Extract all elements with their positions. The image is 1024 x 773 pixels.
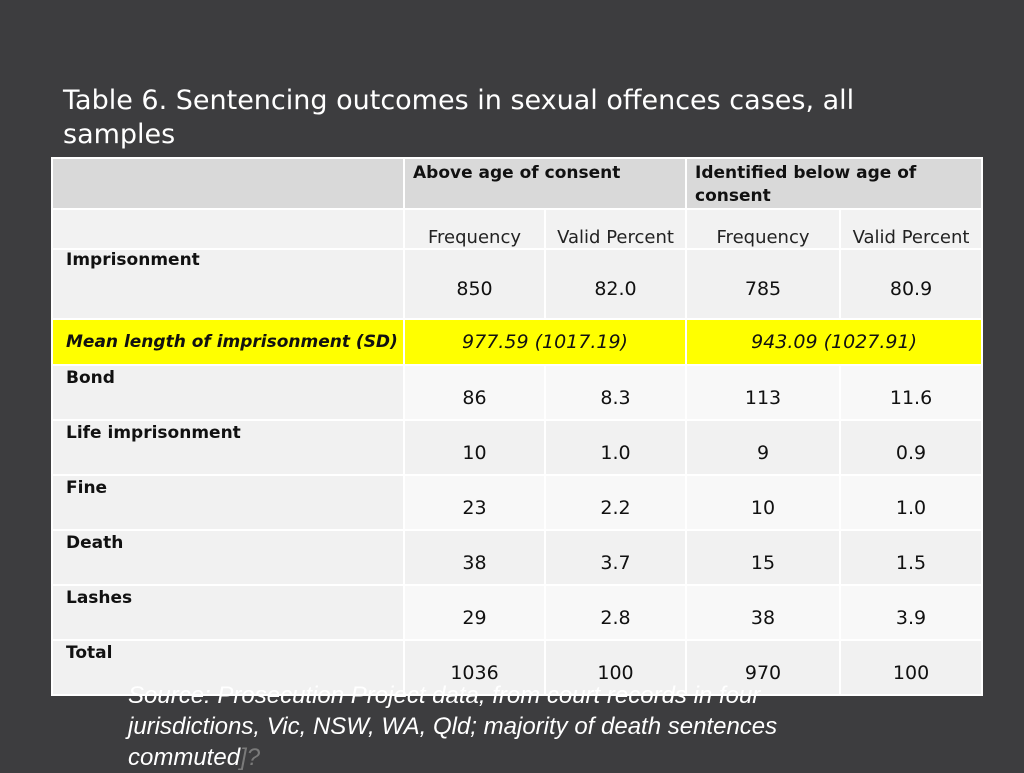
row-label: Total: [51, 639, 405, 696]
row-label: Life imprisonment: [51, 419, 405, 476]
header-corner-cell: [51, 157, 405, 210]
table-row-life-imprisonment: Life imprisonment 10 1.0 9 0.9: [51, 419, 984, 476]
column-header-frequency-above: Frequency: [403, 208, 546, 250]
column-header-percent-below: Valid Percent: [839, 208, 984, 250]
cell-mean-below: 943.09 (1027.91): [685, 318, 984, 366]
cell-percent-above: 8.3: [543, 364, 688, 421]
group-header-above: Above age of consent: [402, 157, 688, 210]
cell-frequency-above: 38: [403, 529, 546, 586]
cell-frequency-above: 10: [403, 419, 546, 476]
source-text: Source: Prosecution Project data, from c…: [128, 682, 778, 771]
table-row-mean-length: Mean length of imprisonment (SD) 977.59 …: [51, 318, 984, 366]
column-header-frequency-below: Frequency: [685, 208, 842, 250]
cell-percent-above: 2.8: [543, 584, 688, 641]
cell-frequency-above: 1036: [403, 639, 546, 696]
cell-mean-above: 977.59 (1017.19): [402, 318, 688, 366]
row-label: Fine: [51, 474, 405, 531]
table-row-total: Total 1036 100 970 100: [51, 639, 984, 696]
group-header-row: Above age of consent Identified below ag…: [51, 157, 984, 210]
source-suffix: ]?: [240, 744, 261, 771]
row-label: Mean length of imprisonment (SD): [51, 318, 405, 366]
cell-percent-below: 1.5: [839, 529, 984, 586]
slide-title: Table 6. Sentencing outcomes in sexual o…: [63, 85, 855, 150]
cell-frequency-above: 29: [403, 584, 546, 641]
cell-frequency-below: 113: [685, 364, 842, 421]
row-label: Death: [51, 529, 405, 586]
cell-percent-above: 82.0: [543, 248, 688, 320]
cell-frequency-above: 850: [403, 248, 546, 320]
source-note: Source: Prosecution Project data, from c…: [128, 680, 888, 773]
cell-frequency-below: 785: [685, 248, 842, 320]
row-label: Lashes: [51, 584, 405, 641]
cell-percent-above: 2.2: [543, 474, 688, 531]
cell-frequency-above: 86: [403, 364, 546, 421]
cell-percent-below: 80.9: [839, 248, 984, 320]
cell-frequency-above: 23: [403, 474, 546, 531]
cell-percent-below: 100: [839, 639, 984, 696]
cell-percent-below: 1.0: [839, 474, 984, 531]
column-header-corner: [51, 208, 405, 250]
cell-frequency-below: 9: [685, 419, 842, 476]
row-label: Imprisonment: [51, 248, 405, 320]
table-row-imprisonment: Imprisonment 850 82.0 785 80.9: [51, 248, 984, 320]
column-header-percent-above: Valid Percent: [543, 208, 688, 250]
sentencing-table: Above age of consent Identified below ag…: [51, 157, 984, 696]
cell-frequency-below: 15: [685, 529, 842, 586]
cell-percent-above: 100: [543, 639, 688, 696]
table-row-death: Death 38 3.7 15 1.5: [51, 529, 984, 586]
table-row-bond: Bond 86 8.3 113 11.6: [51, 364, 984, 421]
cell-frequency-below: 38: [685, 584, 842, 641]
row-label: Bond: [51, 364, 405, 421]
cell-percent-below: 3.9: [839, 584, 984, 641]
cell-percent-above: 3.7: [543, 529, 688, 586]
cell-frequency-below: 970: [685, 639, 842, 696]
table-row-lashes: Lashes 29 2.8 38 3.9: [51, 584, 984, 641]
cell-percent-below: 0.9: [839, 419, 984, 476]
cell-frequency-below: 10: [685, 474, 842, 531]
group-header-below: Identified below age of consent: [685, 157, 984, 210]
cell-percent-below: 11.6: [839, 364, 984, 421]
table-row-fine: Fine 23 2.2 10 1.0: [51, 474, 984, 531]
cell-percent-above: 1.0: [543, 419, 688, 476]
column-header-row: Frequency Valid Percent Frequency Valid …: [51, 208, 984, 250]
